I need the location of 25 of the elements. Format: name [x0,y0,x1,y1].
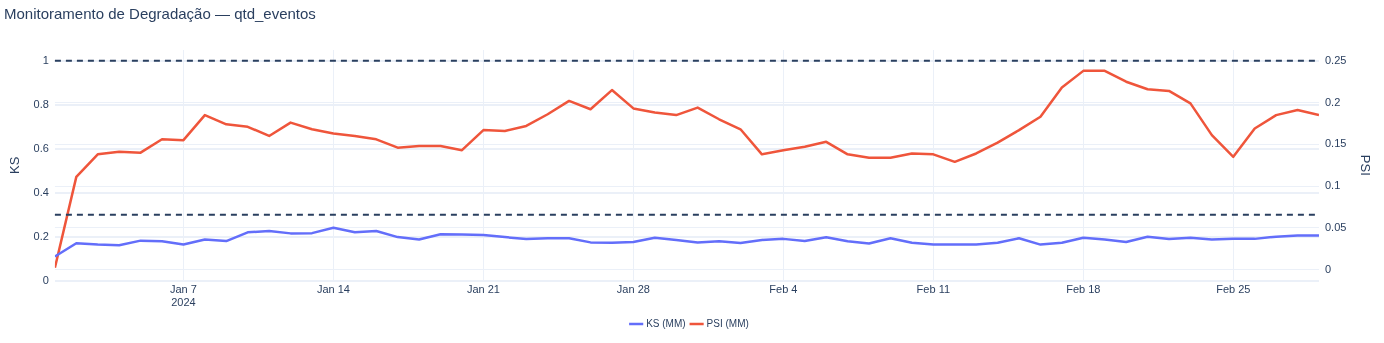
y-tick-label: 1 [42,54,49,67]
chart-title: Monitoramento de Degradação — qtd_eventos [4,5,316,23]
y-tick-label: 0.8 [33,97,49,110]
x-tick-label: Feb 18 [1066,283,1101,296]
legend-label: KS (MM) [646,317,686,329]
x-tick-label: Jan 14 [316,283,350,296]
y-tick-label: 0.6 [33,141,49,154]
y-tick-label: 0.2 [33,229,49,242]
y2-tick-label: 0.2 [1324,95,1341,108]
y-tick-label: 0 [42,273,49,286]
y2-tick-label: 0.25 [1324,53,1347,66]
y-tick-label: 0.4 [33,185,49,198]
y2-tick-label: 0 [1324,262,1332,275]
x-tick-label: Jan 28 [616,283,650,296]
x-tick-label: Feb 4 [769,283,798,296]
legend-label: PSI (MM) [706,317,749,329]
x-tick-label: Jan 7 2024 [169,283,197,309]
y2-tick-label: 0.15 [1324,137,1347,150]
x-tick-label: Jan 21 [466,283,500,296]
x-tick-label: Feb 25 [1216,283,1251,296]
y2-tick-label: 0.05 [1324,220,1347,233]
x-tick-label: Feb 11 [916,283,951,296]
y-axis-title: KS [7,156,23,174]
y2-tick-label: 0.1 [1324,179,1341,192]
y2-axis-title: PSI [1357,154,1373,176]
